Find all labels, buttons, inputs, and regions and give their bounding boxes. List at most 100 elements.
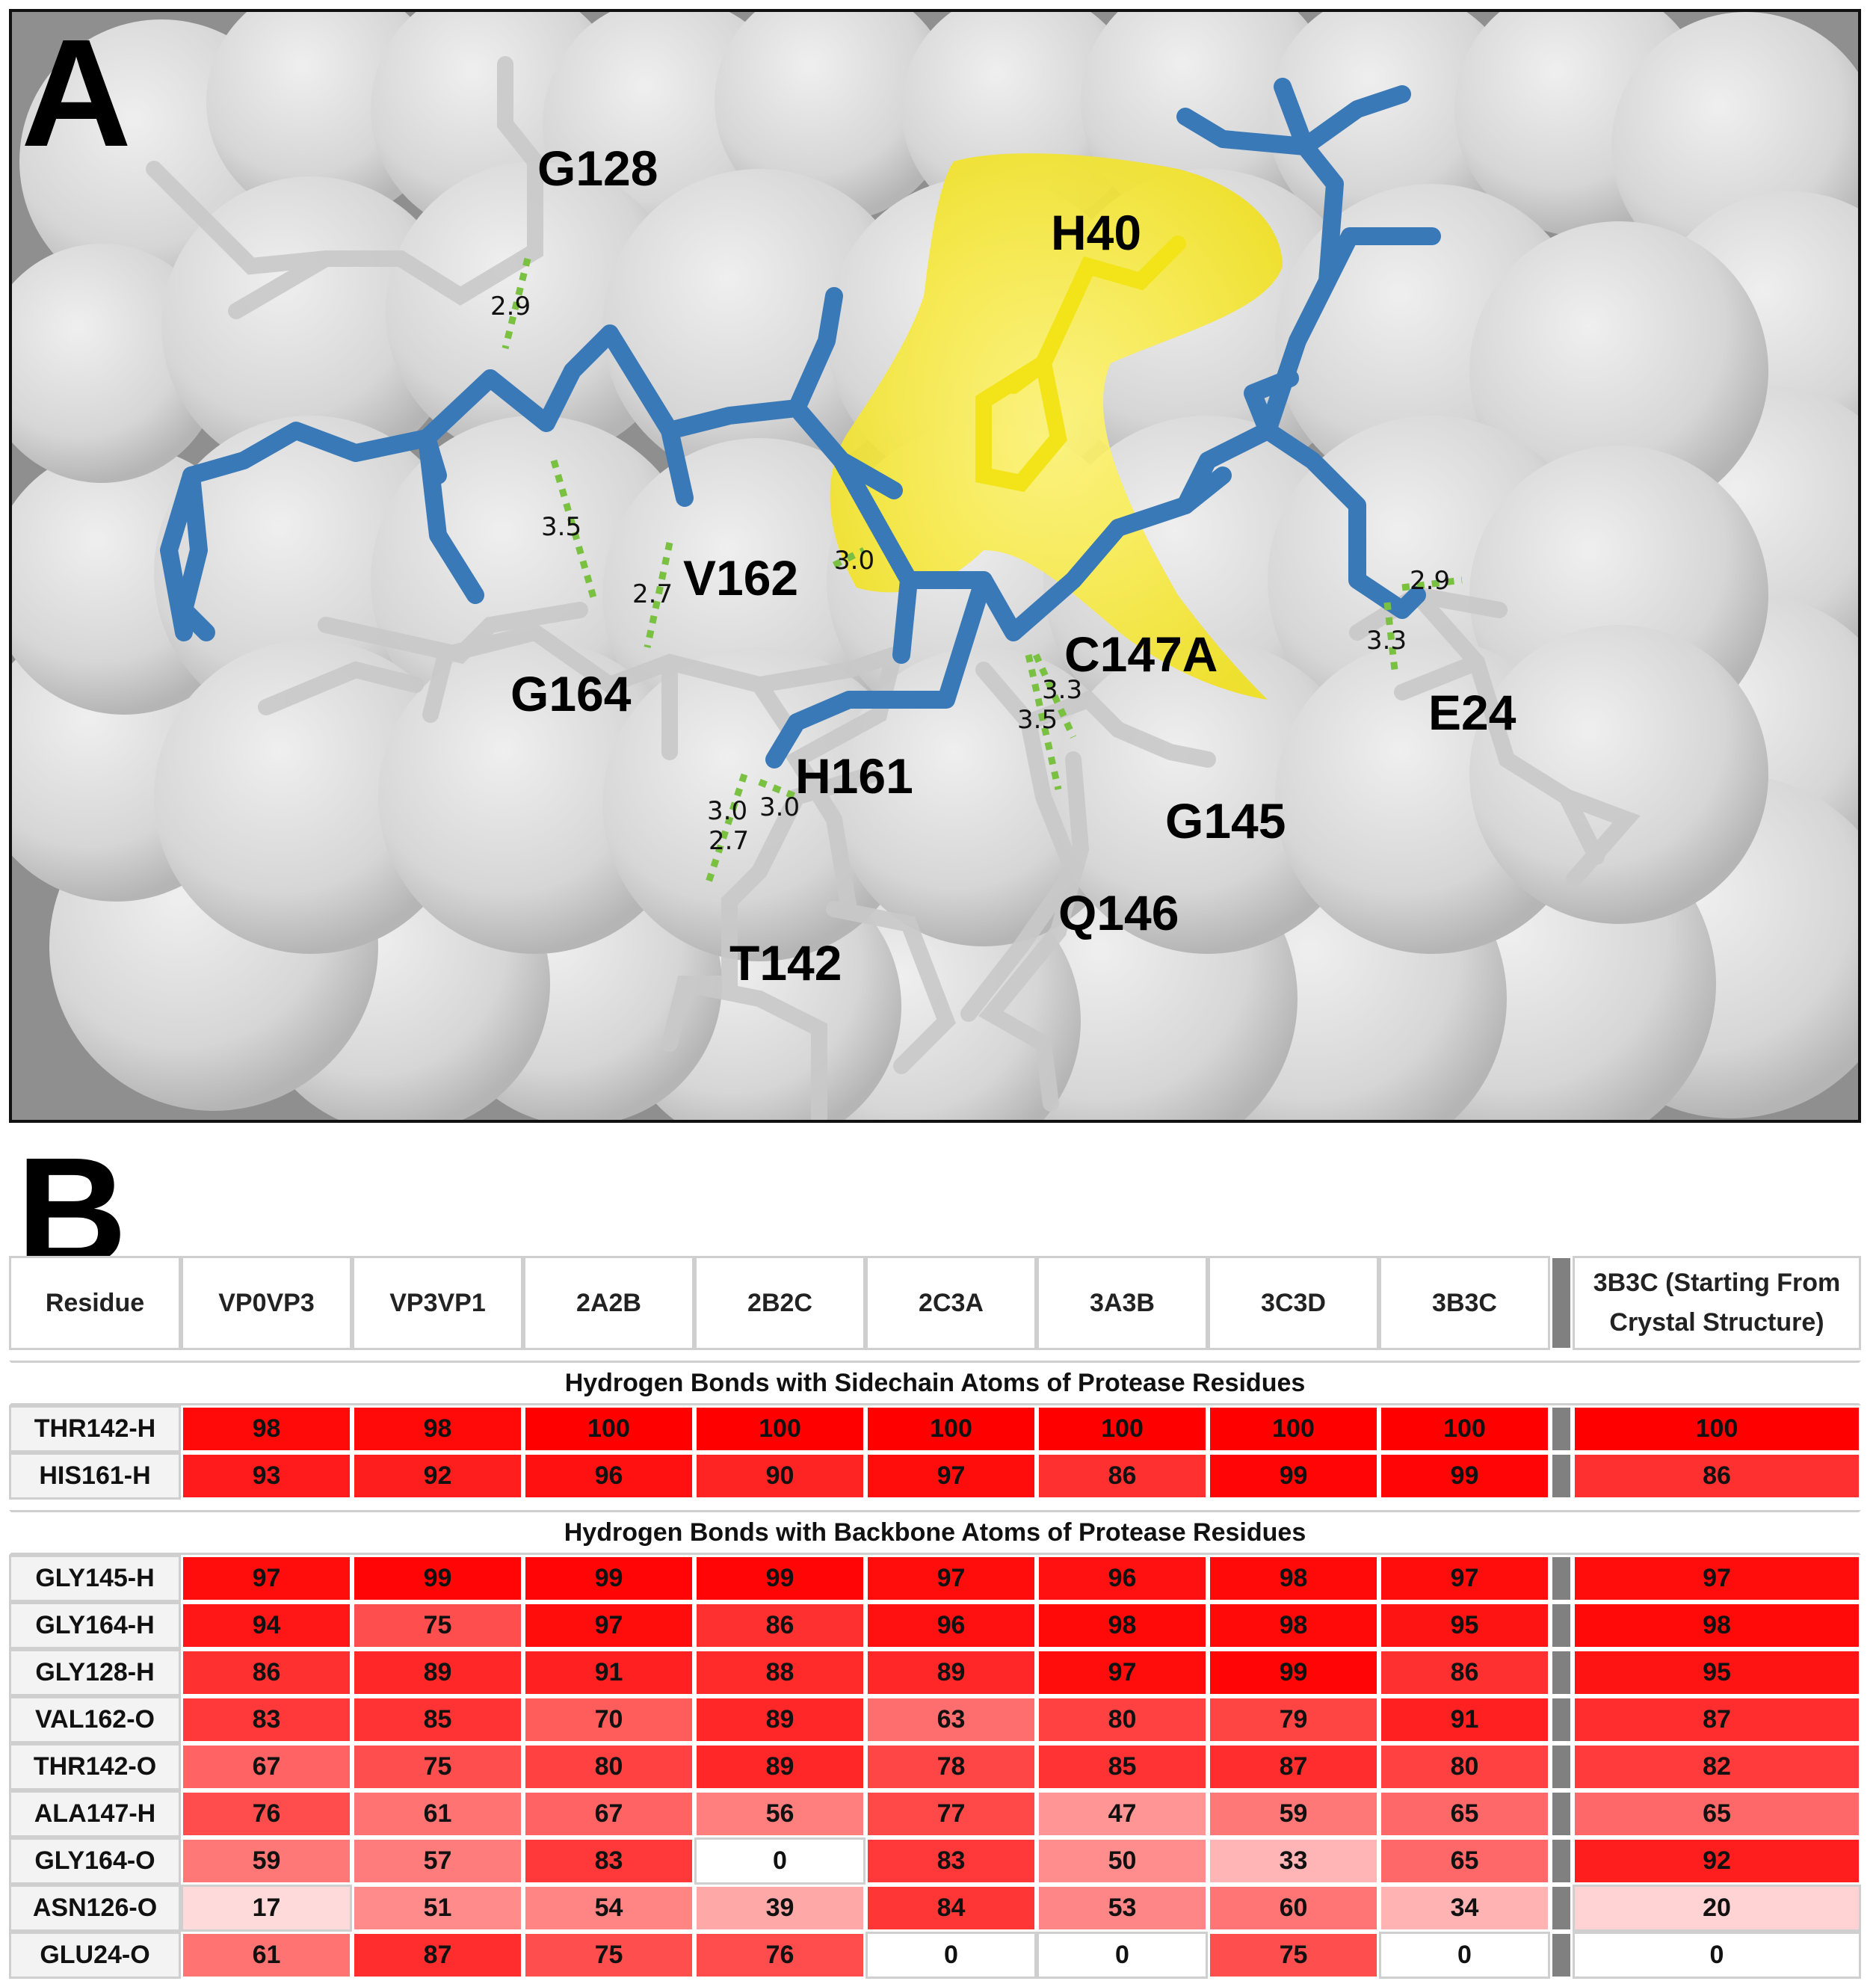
separator: [1550, 1932, 1573, 1979]
label-v162: V162: [683, 550, 798, 606]
residue-cell: HIS161-H: [9, 1452, 181, 1500]
occupancy-cell: 63: [866, 1696, 1037, 1743]
separator: [1550, 1555, 1573, 1602]
label-g145: G145: [1165, 793, 1286, 848]
occupancy-cell: 96: [1037, 1555, 1208, 1602]
table-row: GLY128-H 86 89 91 88 89 97 99 86 95: [9, 1649, 1861, 1696]
occupancy-cell: 99: [1208, 1649, 1379, 1696]
occupancy-cell: 99: [523, 1555, 694, 1602]
occupancy-cell: 78: [866, 1743, 1037, 1790]
occupancy-cell: 83: [181, 1696, 352, 1743]
occupancy-cell: 0: [1379, 1932, 1550, 1979]
occupancy-cell: 100: [1379, 1405, 1550, 1452]
table-row: ASN126-O 17 51 54 39 84 53 60 34 20: [9, 1885, 1861, 1932]
occupancy-cell: 100: [523, 1405, 694, 1452]
occupancy-cell: 34: [1379, 1885, 1550, 1932]
occupancy-cell: 86: [1573, 1452, 1861, 1500]
occupancy-cell: 98: [181, 1405, 352, 1452]
occupancy-cell: 97: [866, 1452, 1037, 1500]
occupancy-cell: 99: [1379, 1452, 1550, 1500]
section-gap: [9, 1500, 1861, 1510]
occupancy-cell: 75: [1208, 1932, 1379, 1979]
occupancy-cell: 50: [1037, 1837, 1208, 1885]
occupancy-cell: 51: [352, 1885, 523, 1932]
distance-label: 3.5: [1017, 705, 1058, 735]
occupancy-cell: 90: [694, 1452, 866, 1500]
separator: [1550, 1256, 1573, 1350]
section-gap-cell: [9, 1500, 1861, 1510]
occupancy-cell: 98: [1208, 1555, 1379, 1602]
residue-cell: GLY164-O: [9, 1837, 181, 1885]
header-col: 3C3D: [1208, 1256, 1379, 1350]
occupancy-cell: 59: [1208, 1790, 1379, 1837]
section-gap-cell: [9, 1350, 1861, 1361]
residue-cell: ASN126-O: [9, 1885, 181, 1932]
occupancy-cell: 82: [1573, 1743, 1861, 1790]
occupancy-cell: 89: [352, 1649, 523, 1696]
occupancy-cell: 80: [1379, 1743, 1550, 1790]
occupancy-cell: 99: [694, 1555, 866, 1602]
occupancy-cell: 83: [523, 1837, 694, 1885]
section-title-row: Hydrogen Bonds with Backbone Atoms of Pr…: [9, 1510, 1861, 1555]
label-h161: H161: [795, 748, 913, 804]
occupancy-cell: 98: [1573, 1602, 1861, 1649]
header-residue: Residue: [9, 1256, 181, 1350]
occupancy-cell: 67: [181, 1743, 352, 1790]
separator: [1550, 1405, 1573, 1452]
occupancy-cell: 86: [1037, 1452, 1208, 1500]
peptide-sticks: [160, 78, 1441, 768]
separator: [1550, 1602, 1573, 1649]
occupancy-cell: 70: [523, 1696, 694, 1743]
label-c147a: C147A: [1064, 626, 1218, 682]
occupancy-cell: 53: [1037, 1885, 1208, 1932]
distance-label: 3.3: [1366, 626, 1407, 656]
occupancy-cell: 92: [1573, 1837, 1861, 1885]
occupancy-cell: 85: [1037, 1743, 1208, 1790]
his40-sticks: [975, 235, 1186, 493]
occupancy-cell: 98: [352, 1405, 523, 1452]
occupancy-cell: 65: [1379, 1790, 1550, 1837]
occupancy-cell: 20: [1573, 1885, 1861, 1932]
distance-label: 2.9: [490, 292, 531, 321]
occupancy-cell: 59: [181, 1837, 352, 1885]
occupancy-cell: 97: [1379, 1555, 1550, 1602]
occupancy-cell: 54: [523, 1885, 694, 1932]
occupancy-cell: 89: [694, 1743, 866, 1790]
occupancy-cell: 100: [866, 1405, 1037, 1452]
occupancy-cell: 95: [1379, 1602, 1550, 1649]
label-t142: T142: [729, 935, 842, 990]
occupancy-cell: 88: [694, 1649, 866, 1696]
occupancy-cell: 61: [352, 1790, 523, 1837]
separator: [1550, 1452, 1573, 1500]
occupancy-cell: 100: [1037, 1405, 1208, 1452]
residue-cell: GLY164-H: [9, 1602, 181, 1649]
occupancy-cell: 83: [866, 1837, 1037, 1885]
distance-label: 2.7: [709, 826, 749, 856]
occupancy-cell: 97: [866, 1555, 1037, 1602]
label-q146: Q146: [1058, 885, 1179, 940]
table-row: ALA147-H 76 61 67 56 77 47 59 65 65: [9, 1790, 1861, 1837]
occupancy-cell: 97: [1037, 1649, 1208, 1696]
occupancy-cell: 39: [694, 1885, 866, 1932]
header-col: VP0VP3: [181, 1256, 352, 1350]
occupancy-cell: 86: [181, 1649, 352, 1696]
residue-cell: VAL162-O: [9, 1696, 181, 1743]
header-col: 2A2B: [523, 1256, 694, 1350]
occupancy-cell: 65: [1573, 1790, 1861, 1837]
residue-cell: GLY128-H: [9, 1649, 181, 1696]
distance-label: 3.0: [759, 792, 800, 822]
occupancy-cell: 85: [352, 1696, 523, 1743]
occupancy-cell: 91: [1379, 1696, 1550, 1743]
residue-cell: GLU24-O: [9, 1932, 181, 1979]
section-title: Hydrogen Bonds with Sidechain Atoms of P…: [9, 1361, 1861, 1405]
residue-cell: THR142-O: [9, 1743, 181, 1790]
occupancy-cell: 67: [523, 1790, 694, 1837]
table-row: GLY145-H 97 99 99 99 97 96 98 97 97: [9, 1555, 1861, 1602]
occupancy-cell: 0: [694, 1837, 866, 1885]
occupancy-cell: 47: [1037, 1790, 1208, 1837]
occupancy-cell: 99: [1208, 1452, 1379, 1500]
occupancy-cell: 17: [181, 1885, 352, 1932]
separator: [1550, 1885, 1573, 1932]
header-col: 2C3A: [866, 1256, 1037, 1350]
distance-label: 3.0: [834, 546, 874, 576]
